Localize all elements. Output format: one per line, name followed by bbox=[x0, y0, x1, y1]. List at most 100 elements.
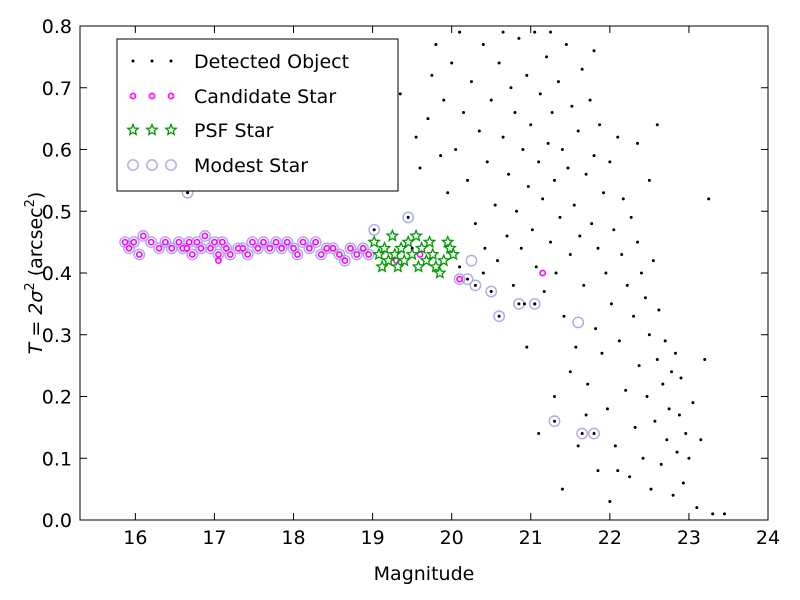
detected-object-point bbox=[657, 308, 661, 312]
modest-star-point bbox=[528, 297, 541, 310]
candidate-star-point bbox=[335, 251, 343, 258]
modest-star-point bbox=[145, 236, 158, 249]
candidate-star-point bbox=[294, 251, 301, 258]
detected-object-point bbox=[517, 36, 521, 40]
detected-object-point bbox=[525, 345, 529, 349]
detected-object-point bbox=[426, 117, 430, 121]
detected-object-point bbox=[670, 370, 674, 374]
detected-object-point bbox=[703, 357, 707, 361]
x-tick-label: 17 bbox=[202, 527, 226, 549]
detected-object-point bbox=[513, 110, 517, 114]
detected-object-point bbox=[501, 30, 505, 34]
candidate-star-point bbox=[130, 238, 138, 246]
psf-star-point bbox=[372, 247, 386, 261]
detected-object-point bbox=[537, 160, 541, 164]
detected-object-point bbox=[617, 339, 621, 343]
detected-object-point bbox=[667, 407, 671, 411]
detected-object-point bbox=[655, 357, 659, 361]
modest-star-point bbox=[465, 254, 478, 267]
detected-object-point bbox=[584, 413, 588, 417]
detected-object-point bbox=[454, 148, 458, 151]
modest-star-point bbox=[263, 242, 276, 255]
detected-object-point bbox=[552, 178, 556, 182]
psf-star-point bbox=[377, 241, 392, 255]
detected-object-point bbox=[552, 395, 556, 398]
detected-object-point bbox=[636, 240, 640, 244]
y-axis-label: T = 2σ2(arcsec2) bbox=[23, 192, 47, 355]
candidate-star-point bbox=[222, 244, 230, 252]
detected-object-point bbox=[560, 487, 564, 491]
legend-marker-psf-star bbox=[126, 122, 140, 136]
legend-marker-modest-star bbox=[165, 159, 177, 171]
detected-object-point bbox=[625, 283, 629, 287]
detected-object-point bbox=[570, 104, 574, 108]
candidate-star-point bbox=[329, 244, 337, 252]
x-tick-label: 21 bbox=[519, 527, 543, 549]
detected-object-point bbox=[489, 98, 493, 102]
x-tick-label: 19 bbox=[361, 527, 385, 549]
detected-object-point bbox=[473, 283, 477, 287]
candidate-star-point bbox=[207, 244, 214, 252]
modest-star-point bbox=[241, 248, 254, 261]
modest-star-point bbox=[195, 242, 207, 255]
legend-label-candidate-star: Candidate Star bbox=[194, 86, 336, 108]
detected-object-point bbox=[707, 197, 711, 201]
legend-marker-psf-star bbox=[164, 122, 178, 136]
detected-object-point bbox=[542, 290, 546, 294]
candidate-star-point bbox=[226, 251, 234, 258]
detected-object-point bbox=[473, 222, 477, 226]
detected-object-point bbox=[649, 487, 653, 491]
points-layer bbox=[119, 30, 727, 516]
detected-object-point bbox=[691, 401, 695, 405]
y-tick-label: 0.1 bbox=[42, 448, 72, 470]
y-axis-label-main-sup: 2 bbox=[23, 282, 38, 290]
modest-star-point bbox=[453, 273, 466, 286]
modest-star-point bbox=[137, 230, 150, 242]
detected-object-point bbox=[636, 141, 640, 145]
detected-object-point bbox=[576, 444, 580, 448]
candidate-star-point bbox=[168, 244, 176, 252]
modest-star-point bbox=[257, 236, 270, 249]
modest-star-point bbox=[493, 310, 506, 323]
candidate-star-point bbox=[278, 244, 286, 252]
detected-object-point bbox=[533, 30, 537, 34]
candidate-star-point bbox=[218, 238, 226, 246]
psf-star-point bbox=[401, 234, 416, 248]
detected-object-point bbox=[643, 296, 647, 300]
detected-object-point bbox=[624, 388, 628, 392]
candidate-star-point bbox=[155, 244, 163, 252]
detected-object-point bbox=[621, 197, 625, 201]
detected-object-point bbox=[458, 30, 462, 34]
candidate-star-point bbox=[201, 232, 209, 240]
candidate-star-point bbox=[299, 238, 307, 246]
candidate-star-point bbox=[359, 244, 367, 252]
legend-marker-psf-star bbox=[145, 122, 159, 136]
y-axis-label-unit-sup: 2 bbox=[23, 199, 38, 207]
detected-object-point bbox=[497, 61, 501, 65]
legend-marker-candidate-star bbox=[129, 92, 137, 100]
detected-object-point bbox=[481, 271, 485, 275]
detected-object-point bbox=[509, 86, 513, 90]
detected-object-point bbox=[590, 222, 594, 226]
legend-marker-detected-object bbox=[150, 59, 154, 63]
legend-marker-candidate-star bbox=[167, 92, 175, 100]
detected-object-point bbox=[562, 314, 566, 318]
detected-object-point bbox=[628, 475, 632, 479]
candidate-star-point bbox=[175, 238, 183, 246]
candidate-star-point bbox=[139, 232, 147, 240]
detected-object-point bbox=[511, 283, 515, 287]
detected-object-point bbox=[564, 43, 568, 47]
modest-star-point bbox=[588, 427, 600, 440]
detected-object-point bbox=[406, 215, 410, 219]
detected-object-point bbox=[596, 469, 600, 473]
detected-object-point bbox=[493, 203, 497, 207]
detected-object-point bbox=[462, 110, 466, 114]
legend-frame bbox=[116, 38, 399, 192]
legend-marker-detected-object bbox=[169, 59, 173, 63]
detected-object-point bbox=[671, 493, 675, 497]
psf-star-point bbox=[429, 259, 443, 273]
candidate-star-point bbox=[312, 238, 320, 246]
detected-object-point bbox=[496, 259, 500, 263]
psf-star-point bbox=[425, 247, 440, 261]
